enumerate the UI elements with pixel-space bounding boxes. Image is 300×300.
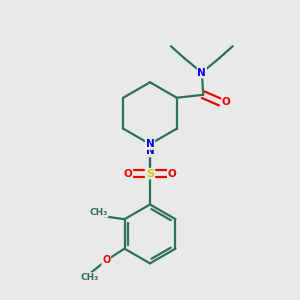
Text: O: O [102, 255, 110, 266]
Text: O: O [168, 169, 176, 178]
Text: O: O [124, 169, 132, 178]
Text: N: N [197, 68, 206, 78]
Text: CH₃: CH₃ [81, 273, 99, 282]
Text: N: N [146, 139, 154, 149]
Text: N: N [146, 146, 154, 157]
Text: S: S [146, 169, 154, 178]
Text: CH₃: CH₃ [89, 208, 108, 217]
Text: O: O [222, 97, 231, 107]
